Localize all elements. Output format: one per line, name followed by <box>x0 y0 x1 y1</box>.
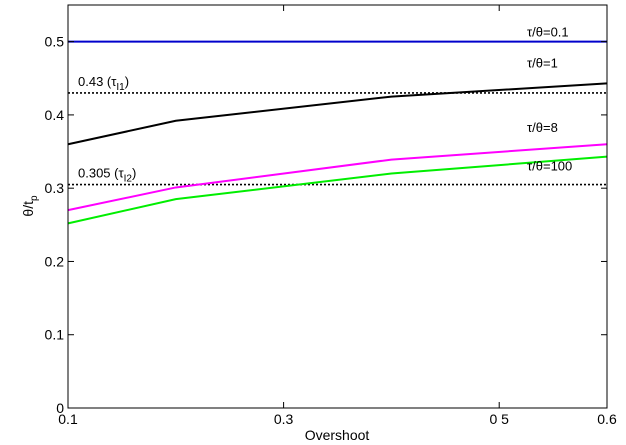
y-tick-label: 0 <box>56 400 64 416</box>
x-axis-label: Overshoot <box>305 427 370 443</box>
reference-tau: τ <box>119 166 125 181</box>
series-line <box>67 155 608 225</box>
reference-close-paren: ) <box>132 166 136 181</box>
y-tick-label: 0.3 <box>45 180 65 196</box>
x-tick-label: 0.1 <box>58 411 78 427</box>
y-tick-label: 0.4 <box>45 107 65 123</box>
reference-open-paren: ( <box>103 74 112 89</box>
reference-close-paren: ) <box>125 74 129 89</box>
series-lines <box>67 40 608 225</box>
y-axis-label: θ/tp <box>20 195 40 217</box>
x-tick-label: 0 5 <box>489 411 509 427</box>
y-tick-label: 0.2 <box>45 253 65 269</box>
reference-subscript: I2 <box>124 174 133 185</box>
plot-frame <box>67 4 608 409</box>
plot-area <box>68 5 607 408</box>
series-label: τ/θ=0.1 <box>527 25 569 40</box>
reference-subscript: I1 <box>116 82 125 93</box>
series-labels: τ/θ=0.1 τ/θ=1 τ/θ=8 τ/θ=100 <box>527 25 572 174</box>
y-axis-ticks: 0 0.1 0.2 0.3 0.4 0.5 <box>45 34 607 416</box>
reference-tau: τ <box>111 74 117 89</box>
reference-open-paren: ( <box>111 166 120 181</box>
y-axis-label-subscript: p <box>29 195 40 201</box>
y-tick-label: 0.1 <box>45 327 65 343</box>
series-label: τ/θ=100 <box>527 159 572 174</box>
y-axis-label-main: θ/t <box>20 201 36 217</box>
series-line <box>67 82 608 146</box>
reference-lines <box>68 92 607 186</box>
x-tick-label: 0.6 <box>597 411 617 427</box>
series-line <box>67 143 608 212</box>
y-tick-label: 0.5 <box>45 34 65 50</box>
reference-labels: 0.43 (τI1)0.305 (τI2) <box>78 74 136 185</box>
x-axis-ticks: 0.1 0.3 0 5 0.6 <box>58 5 617 427</box>
reference-value: 0.305 <box>78 166 111 181</box>
x-tick-label: 0.3 <box>274 411 294 427</box>
reference-value: 0.43 <box>78 74 103 89</box>
series-label: τ/θ=8 <box>527 120 558 135</box>
reference-line-label: 0.43 (τI1) <box>78 74 129 93</box>
series-label: τ/θ=1 <box>527 55 558 70</box>
reference-line-label: 0.305 (τI2) <box>78 166 136 185</box>
